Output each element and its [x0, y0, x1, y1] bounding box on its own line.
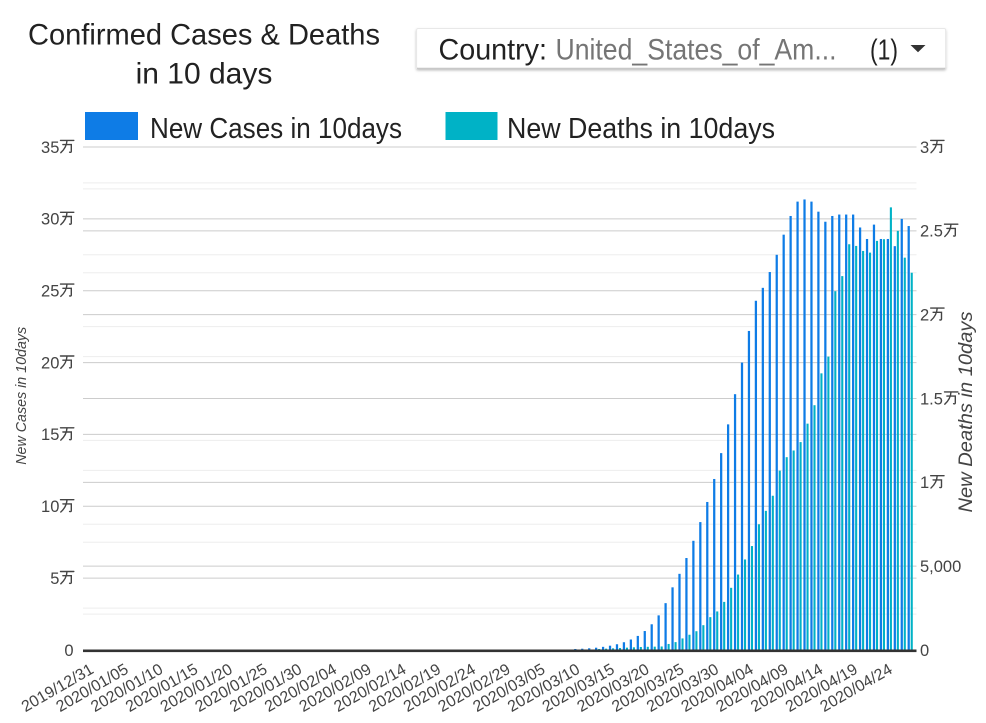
svg-text:(1): (1) — [870, 35, 898, 67]
svg-text:New Cases in 10days: New Cases in 10days — [150, 113, 402, 145]
svg-text:Confirmed Cases & Deaths: Confirmed Cases & Deaths — [28, 19, 380, 52]
svg-text:15: 15 — [41, 426, 59, 444]
svg-text:1.5: 1.5 — [920, 390, 943, 408]
svg-text:United_States_of_Am...: United_States_of_Am... — [556, 34, 837, 67]
svg-text:1: 1 — [920, 474, 929, 492]
svg-text:2: 2 — [920, 307, 929, 325]
svg-text:5: 5 — [50, 570, 59, 588]
svg-text:New Deaths in 10days: New Deaths in 10days — [956, 311, 977, 513]
svg-text:0: 0 — [920, 642, 929, 660]
svg-text:New Cases in 10days: New Cases in 10days — [13, 326, 30, 464]
svg-text:5,000: 5,000 — [920, 558, 961, 576]
svg-text:20: 20 — [41, 354, 59, 372]
svg-text:25: 25 — [41, 283, 59, 301]
svg-text:New Deaths in 10days: New Deaths in 10days — [507, 113, 775, 145]
svg-text:Country:: Country: — [439, 34, 548, 67]
svg-text:10: 10 — [41, 498, 59, 516]
svg-text:30: 30 — [41, 211, 59, 229]
svg-text:3: 3 — [920, 139, 929, 157]
svg-text:0: 0 — [64, 642, 73, 660]
svg-text:2.5: 2.5 — [920, 223, 943, 241]
svg-text:35: 35 — [41, 139, 59, 157]
svg-text:in 10 days: in 10 days — [136, 58, 273, 91]
